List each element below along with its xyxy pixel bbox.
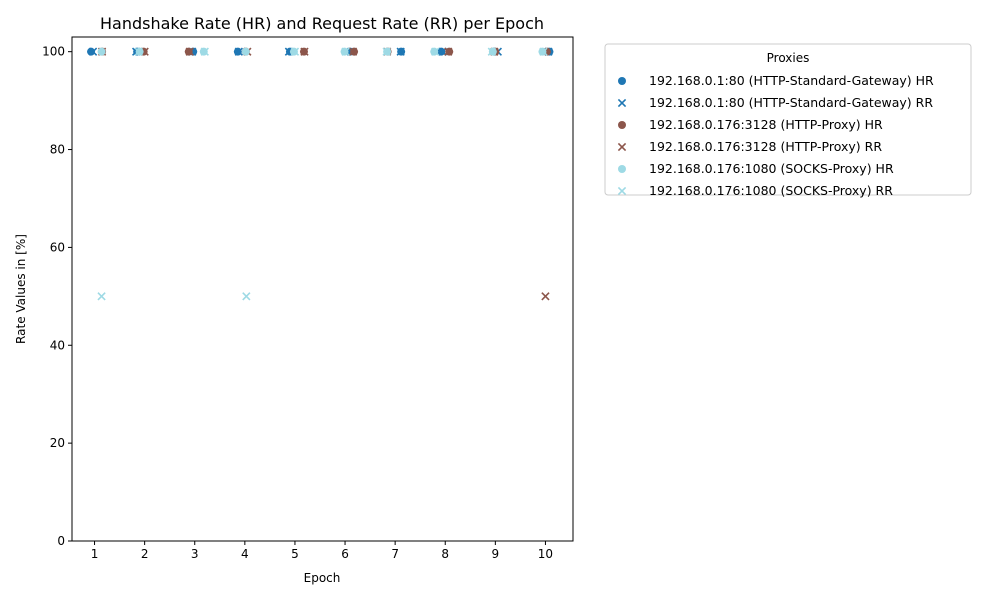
x-tick-label: 9 bbox=[492, 547, 500, 561]
legend-marker bbox=[617, 186, 627, 196]
x-tick-label: 4 bbox=[241, 547, 249, 561]
data-point-rr bbox=[234, 47, 243, 56]
data-point-rr bbox=[348, 47, 358, 56]
x-tick-label: 8 bbox=[441, 547, 449, 561]
legend-item: 192.168.0.1:80 (HTTP-Standard-Gateway) H… bbox=[618, 73, 934, 88]
data-point-rr bbox=[97, 292, 106, 301]
y-tick-label: 0 bbox=[57, 534, 65, 548]
legend-item: 192.168.0.1:80 (HTTP-Standard-Gateway) R… bbox=[617, 95, 933, 110]
data-point-rr bbox=[341, 47, 350, 56]
data-point-rr bbox=[444, 47, 453, 56]
series-2 bbox=[98, 47, 551, 56]
legend-title: Proxies bbox=[767, 51, 810, 65]
legend-label: 192.168.0.176:1080 (SOCKS-Proxy) RR bbox=[649, 183, 893, 198]
x-tick-label: 6 bbox=[341, 547, 349, 561]
legend-label: 192.168.0.1:80 (HTTP-Standard-Gateway) R… bbox=[649, 95, 933, 110]
legend-marker bbox=[617, 98, 627, 108]
x-axis-label: Epoch bbox=[304, 571, 341, 585]
legend-label: 192.168.0.176:3128 (HTTP-Proxy) HR bbox=[649, 117, 883, 132]
data-point-rr bbox=[487, 47, 497, 56]
data-point-hr bbox=[241, 47, 250, 56]
data-point-rr bbox=[541, 292, 550, 301]
legend-item: 192.168.0.176:3128 (HTTP-Proxy) HR bbox=[618, 117, 883, 132]
x-tick-label: 2 bbox=[141, 547, 149, 561]
legend: Proxies 192.168.0.1:80 (HTTP-Standard-Ga… bbox=[604, 43, 972, 198]
x-tick-label: 7 bbox=[391, 547, 399, 561]
y-tick-label: 40 bbox=[50, 338, 65, 352]
x-axis: 1 2 3 4 5 6 7 8 9 10 bbox=[91, 541, 553, 561]
data-point-hr bbox=[437, 47, 446, 56]
data-point-rr bbox=[88, 47, 98, 56]
legend-marker bbox=[618, 165, 626, 173]
data-point-rr bbox=[134, 47, 143, 56]
data-point-rr bbox=[382, 47, 391, 56]
legend-marker bbox=[617, 142, 627, 152]
legend-label: 192.168.0.176:1080 (SOCKS-Proxy) HR bbox=[649, 161, 894, 176]
legend-items: 192.168.0.1:80 (HTTP-Standard-Gateway) H… bbox=[617, 73, 934, 198]
legend-marker bbox=[618, 77, 626, 85]
legend-label: 192.168.0.1:80 (HTTP-Standard-Gateway) H… bbox=[649, 73, 934, 88]
x-tick-label: 10 bbox=[538, 547, 553, 561]
y-tick-label: 80 bbox=[50, 143, 65, 157]
plot-frame bbox=[71, 36, 574, 542]
x-tick-label: 3 bbox=[191, 547, 199, 561]
data-point-rr bbox=[185, 47, 194, 56]
y-axis: 0 20 40 60 80 100 bbox=[42, 45, 72, 548]
legend-marker bbox=[618, 121, 626, 129]
y-tick-label: 20 bbox=[50, 436, 65, 450]
data-point-rr bbox=[300, 47, 309, 56]
x-tick-label: 1 bbox=[91, 547, 99, 561]
data-point-rr bbox=[396, 47, 405, 56]
chart-title: Handshake Rate (HR) and Request Rate (RR… bbox=[100, 14, 544, 33]
data-point-rr bbox=[200, 47, 209, 56]
legend-item: 192.168.0.176:3128 (HTTP-Proxy) RR bbox=[617, 139, 882, 154]
plot-area bbox=[87, 47, 554, 301]
series-3 bbox=[97, 47, 550, 301]
series-5 bbox=[97, 47, 548, 301]
data-point-hr bbox=[97, 47, 106, 56]
y-tick-label: 60 bbox=[50, 240, 65, 254]
data-point-hr bbox=[87, 47, 96, 56]
legend-box bbox=[604, 43, 972, 196]
data-point-rr bbox=[242, 292, 251, 301]
legend-item: 192.168.0.176:1080 (SOCKS-Proxy) RR bbox=[617, 183, 893, 198]
legend-label: 192.168.0.176:3128 (HTTP-Proxy) RR bbox=[649, 139, 882, 154]
data-point-rr bbox=[290, 47, 300, 56]
data-point-rr bbox=[539, 47, 548, 56]
y-tick-label: 100 bbox=[42, 45, 65, 59]
series-0 bbox=[87, 47, 554, 56]
series-1 bbox=[88, 47, 553, 56]
legend-item: 192.168.0.176:1080 (SOCKS-Proxy) HR bbox=[618, 161, 894, 176]
data-point-rr bbox=[431, 47, 440, 56]
x-tick-label: 5 bbox=[291, 547, 299, 561]
y-axis-label: Rate Values in [%] bbox=[14, 234, 28, 344]
series-4 bbox=[97, 47, 547, 56]
